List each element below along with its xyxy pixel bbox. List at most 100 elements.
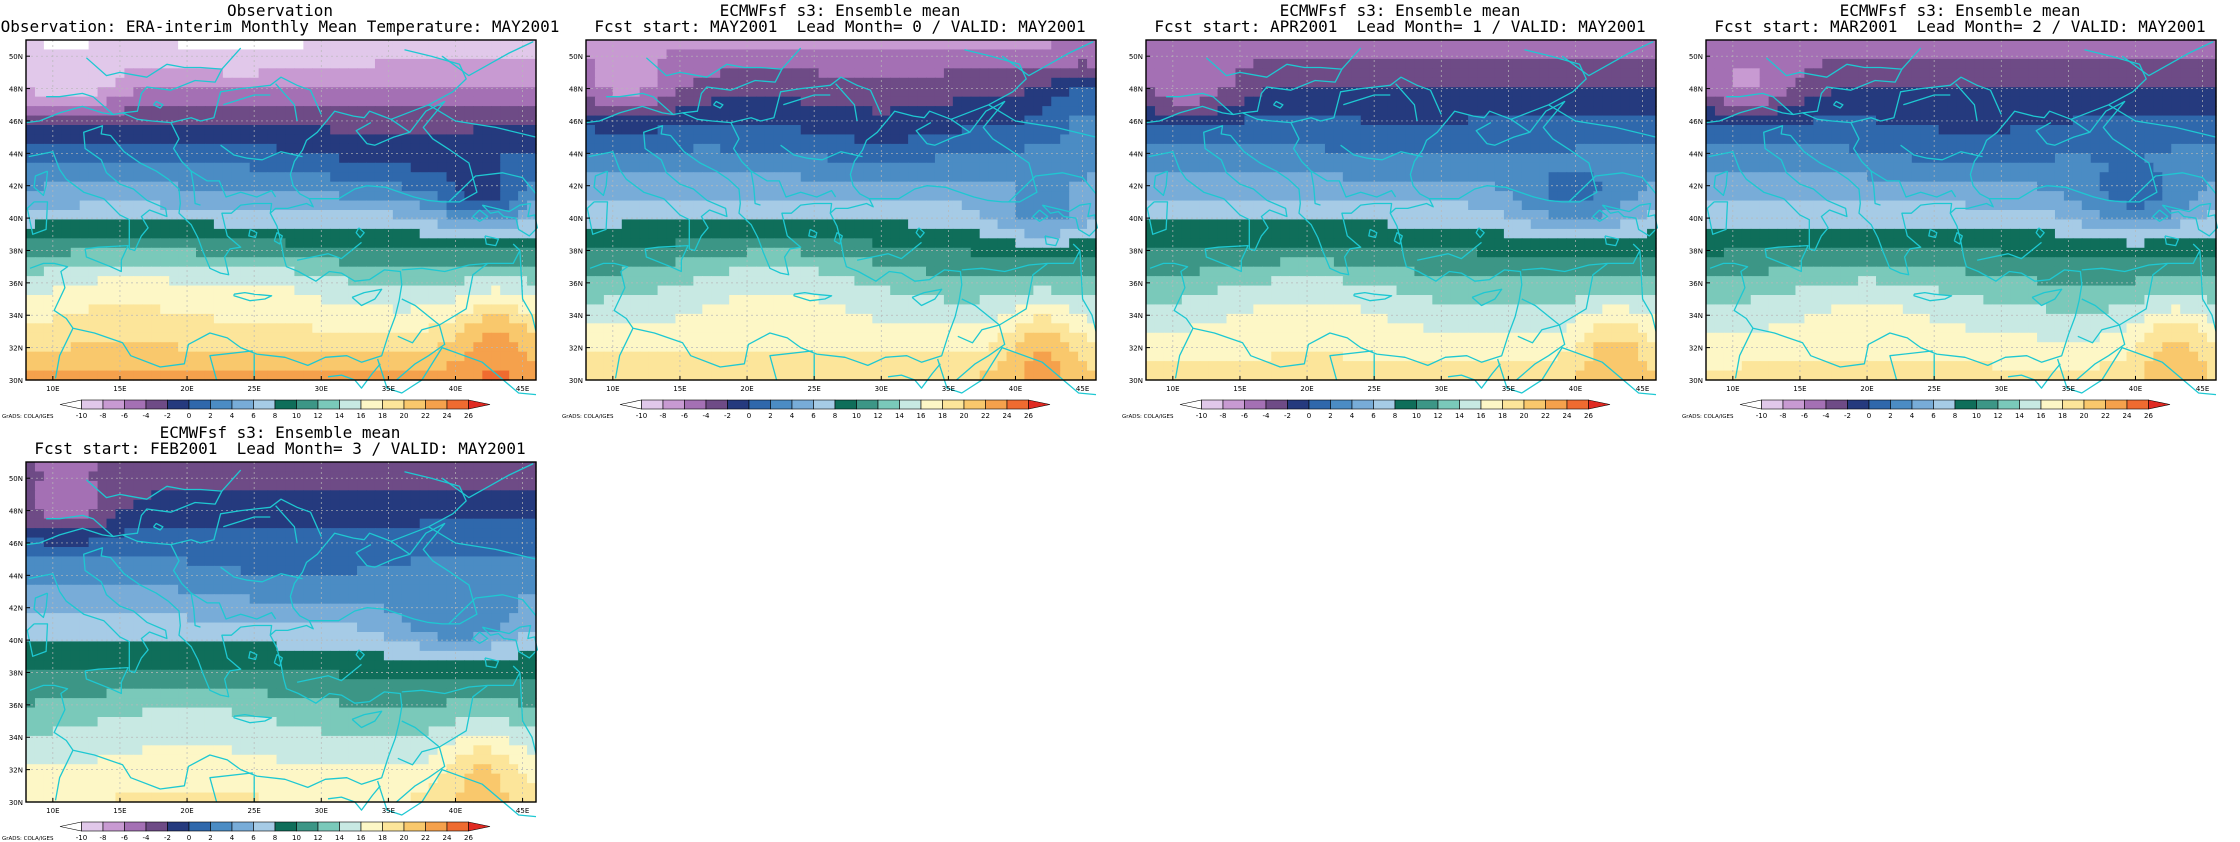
lon-tick-label: 20E — [1860, 385, 1873, 393]
colorbar-label: -6 — [1801, 412, 1809, 420]
colorbar-label: 2 — [1328, 412, 1332, 420]
grads-credit: GrADS: COLA/IGES — [1682, 414, 1734, 420]
lat-tick-label: 46N — [9, 540, 23, 548]
lat-tick-label: 40N — [9, 215, 23, 223]
colorbar-label: 18 — [378, 834, 387, 842]
colorbar-label: 4 — [1910, 412, 1915, 420]
lon-tick-label: 25E — [247, 385, 260, 393]
lat-tick-label: 36N — [9, 280, 23, 288]
colorbar-label: -6 — [1241, 412, 1249, 420]
lon-tick-label: 25E — [247, 807, 260, 815]
lon-tick-label: 10E — [1166, 385, 1179, 393]
colorbar-label: -6 — [121, 834, 129, 842]
lon-tick-label: 20E — [1300, 385, 1313, 393]
colorbar-label: 20 — [2080, 412, 2089, 420]
colorbar-label: -8 — [1780, 412, 1787, 420]
temperature-field — [26, 462, 537, 803]
colorbar-label: 16 — [2037, 412, 2046, 420]
lon-tick-label: 35E — [942, 385, 955, 393]
colorbar-label: 8 — [273, 834, 277, 842]
colorbar-label: 22 — [421, 834, 430, 842]
lat-tick-label: 42N — [9, 605, 23, 613]
colorbar-label: 4 — [790, 412, 795, 420]
lat-tick-label: 34N — [9, 312, 23, 320]
lat-tick-label: 38N — [569, 247, 583, 255]
colorbar-label: 0 — [187, 834, 191, 842]
colorbar-label: 6 — [251, 834, 256, 842]
lon-tick-label: 25E — [1927, 385, 1940, 393]
colorbar-label: 0 — [1867, 412, 1871, 420]
temperature-field — [26, 40, 537, 381]
lon-tick-label: 45E — [516, 385, 529, 393]
colorbar-label: 2 — [208, 834, 212, 842]
lon-tick-label: 35E — [382, 385, 395, 393]
colorbar-label: 14 — [335, 834, 344, 842]
lon-tick-label: 25E — [807, 385, 820, 393]
lat-tick-label: 34N — [1129, 312, 1143, 320]
colorbar-label: 18 — [938, 412, 947, 420]
lon-tick-label: 10E — [1726, 385, 1739, 393]
colorbar-label: 16 — [357, 834, 366, 842]
lat-tick-label: 30N — [9, 799, 23, 807]
lat-tick-label: 40N — [1129, 215, 1143, 223]
grads-credit: GrADS: COLA/IGES — [1122, 414, 1174, 420]
colorbar-label: 24 — [2123, 412, 2132, 420]
lat-tick-label: 50N — [9, 53, 23, 61]
colorbar-label: -10 — [76, 834, 87, 842]
lat-tick-label: 36N — [9, 702, 23, 710]
grads-credit: GrADS: COLA/IGES — [2, 414, 54, 420]
lat-tick-label: 38N — [1129, 247, 1143, 255]
grads-credit: GrADS: COLA/IGES — [2, 836, 54, 842]
lat-tick-label: 50N — [1689, 53, 1703, 61]
lon-tick-label: 30E — [1995, 385, 2008, 393]
colorbar-label: 20 — [1520, 412, 1529, 420]
lon-tick-label: 20E — [180, 385, 193, 393]
lon-tick-label: 40E — [449, 385, 462, 393]
colorbar-label: -10 — [1756, 412, 1767, 420]
lon-tick-label: 30E — [875, 385, 888, 393]
lat-tick-label: 46N — [569, 118, 583, 126]
colorbar-label: 0 — [187, 412, 191, 420]
lat-tick-label: 46N — [9, 118, 23, 126]
colorbar-label: -4 — [143, 412, 151, 420]
lon-tick-label: 40E — [2129, 385, 2142, 393]
colorbar-label: 24 — [443, 412, 452, 420]
lat-tick-label: 48N — [569, 86, 583, 94]
colorbar-label: 8 — [273, 412, 277, 420]
lat-tick-label: 32N — [1129, 345, 1143, 353]
colorbar-label: 6 — [251, 412, 256, 420]
colorbar-label: -4 — [703, 412, 711, 420]
colorbar-label: -10 — [1196, 412, 1207, 420]
lat-tick-label: 42N — [9, 183, 23, 191]
lat-tick-label: 48N — [9, 508, 23, 516]
lat-tick-label: 38N — [9, 669, 23, 677]
colorbar-label: -2 — [1844, 412, 1851, 420]
lat-tick-label: 44N — [1129, 150, 1143, 158]
lon-tick-label: 45E — [1076, 385, 1089, 393]
colorbar-label: 12 — [314, 834, 323, 842]
lon-tick-label: 45E — [516, 807, 529, 815]
colorbar-label: 4 — [230, 834, 235, 842]
colorbar-label: -4 — [143, 834, 151, 842]
colorbar-label: 6 — [1371, 412, 1376, 420]
lon-tick-label: 10E — [46, 385, 59, 393]
lat-tick-label: 42N — [1129, 183, 1143, 191]
colorbar-label: -8 — [100, 834, 107, 842]
colorbar-label: -2 — [1284, 412, 1291, 420]
lat-tick-label: 32N — [569, 345, 583, 353]
lat-tick-label: 32N — [1689, 345, 1703, 353]
lon-tick-label: 35E — [2062, 385, 2075, 393]
colorbar-label: 20 — [400, 834, 409, 842]
colorbar-label: 22 — [2101, 412, 2110, 420]
colorbar-label: 18 — [1498, 412, 1507, 420]
lat-tick-label: 44N — [9, 150, 23, 158]
